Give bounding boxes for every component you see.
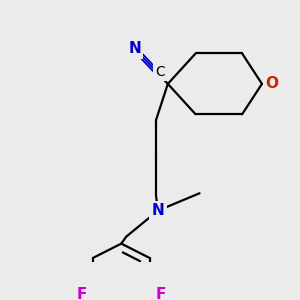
Text: F: F (77, 287, 87, 300)
Text: O: O (266, 76, 278, 92)
Text: N: N (128, 41, 141, 56)
Text: N: N (152, 203, 164, 218)
Text: F: F (155, 287, 166, 300)
Text: C: C (155, 65, 165, 79)
